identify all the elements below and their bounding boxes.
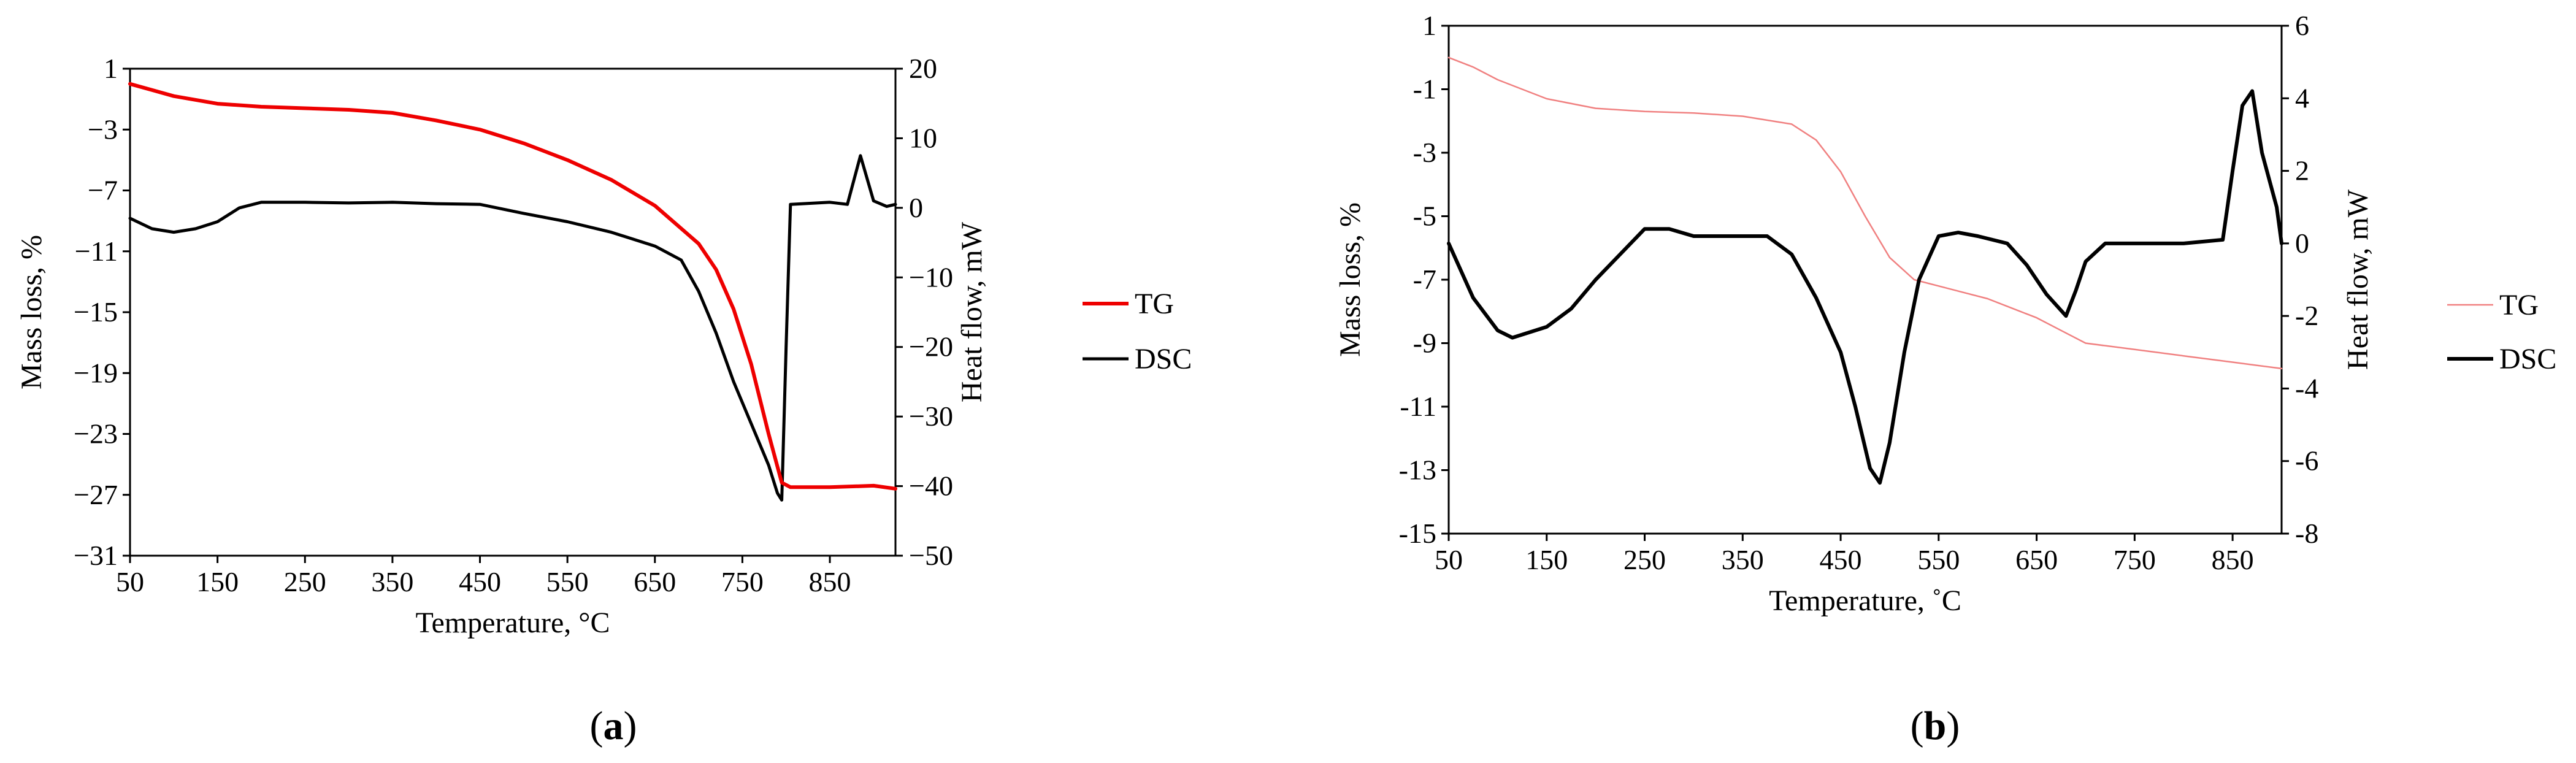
y2-tick-label: -6 (2295, 445, 2318, 477)
x-tick-label: 550 (1917, 544, 1960, 575)
x-tick-label: 50 (116, 566, 144, 597)
x-tick-label: 350 (371, 566, 413, 597)
y-tick-label: −23 (74, 418, 118, 450)
y2-tick-label: 4 (2295, 82, 2309, 113)
series-tg-line (1447, 56, 2283, 370)
x-tick-label: 150 (1525, 544, 1568, 575)
legend-dsc-label: DSC (1135, 343, 1192, 375)
x-tick-label: 850 (809, 566, 851, 597)
y-tick-label: −3 (88, 113, 118, 145)
y2-axis-title: Heat flow, mW (956, 221, 988, 402)
x-tick-label: 850 (2212, 544, 2254, 575)
y-tick-label: −27 (74, 479, 118, 510)
x-axis-title: Temperature, °C (415, 607, 610, 639)
panel-label-open: ( (1911, 704, 1924, 748)
y-tick-label: -9 (1413, 328, 1436, 359)
y2-tick-label: 2 (2295, 155, 2309, 186)
y-tick-label: −31 (74, 540, 118, 571)
y-tick-label: -7 (1413, 264, 1436, 295)
y-axis-title: Mass loss, % (1334, 202, 1367, 357)
panel-label-letter: a (604, 704, 624, 748)
y2-tick-label: -8 (2295, 518, 2318, 549)
y2-tick-label: −40 (909, 470, 953, 502)
panel-b: 50 150 250 350 450 550 650 750 850 1 -1 -3 -5 -7 -9 -11… (1334, 10, 2556, 748)
y-tick-label: -1 (1413, 74, 1436, 105)
panel-label-close: ) (1946, 704, 1960, 748)
x-tick-label: 450 (459, 566, 501, 597)
series-dsc-line (1447, 89, 2283, 485)
y2-tick-label: 20 (909, 53, 937, 84)
y2-tick-label: −10 (909, 261, 953, 293)
y2-tick-label: 0 (2295, 228, 2309, 259)
panel-a: 50 150 250 350 450 550 650 750 850 1 −3 −7 −11 −15 −19… (15, 53, 1192, 748)
x-tick-label: 750 (721, 566, 764, 597)
y2-axis-title: Heat flow, mW (2342, 189, 2374, 370)
series-dsc-line (128, 154, 897, 502)
y2-tick-label: 0 (909, 192, 923, 223)
x-tick-label: 250 (284, 566, 326, 597)
y2-tick-label: -2 (2295, 300, 2318, 331)
x-tick-label: 50 (1435, 544, 1463, 575)
x-tick-label: 550 (546, 566, 589, 597)
y-tick-label: -5 (1413, 201, 1436, 232)
legend-tg-label: TG (2499, 289, 2539, 321)
y2-tick-label: −20 (909, 331, 953, 362)
panel-label-letter: b (1924, 704, 1947, 748)
y2-tick-label: 10 (909, 122, 937, 153)
y-tick-label: −7 (88, 175, 118, 206)
x-tick-label: 350 (1722, 544, 1764, 575)
y2-tick-label: −30 (909, 401, 953, 432)
x-axis-title: Temperature, ˚C (1769, 585, 1961, 617)
y-tick-label: 1 (1422, 10, 1436, 41)
x-tick-label: 150 (196, 566, 239, 597)
y-tick-label: 1 (104, 53, 118, 84)
x-tick-label: 650 (634, 566, 676, 597)
y2-tick-label: 6 (2295, 10, 2309, 41)
series-tg-line (128, 82, 897, 491)
y-axis-title: Mass loss, % (15, 235, 48, 389)
panel-label-a: (a) (590, 704, 637, 748)
y-tick-label: -3 (1413, 137, 1436, 168)
legend-dsc-label: DSC (2499, 343, 2556, 375)
y2-tick-label: −50 (909, 540, 953, 571)
panel-label-b: (b) (1911, 704, 1960, 748)
y-tick-label: -11 (1400, 391, 1436, 422)
y-tick-label: −11 (75, 236, 118, 267)
panel-label-open: ( (590, 704, 604, 748)
legend-tg-label: TG (1135, 288, 1174, 320)
y-tick-label: -13 (1399, 454, 1436, 486)
x-tick-label: 450 (1820, 544, 1862, 575)
panel-label-close: ) (624, 704, 637, 748)
plot-frame (1447, 25, 2283, 535)
y-tick-label: −15 (74, 296, 118, 328)
y-tick-label: −19 (74, 357, 118, 388)
x-tick-label: 750 (2114, 544, 2156, 575)
x-tick-label: 650 (2015, 544, 2058, 575)
y-tick-label: -15 (1399, 518, 1436, 549)
y2-tick-label: -4 (2295, 372, 2318, 404)
x-tick-label: 250 (1623, 544, 1666, 575)
